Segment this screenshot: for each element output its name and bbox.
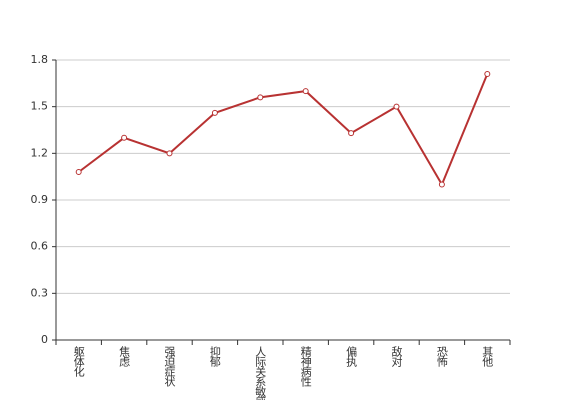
x-tick-label: 躯体化 xyxy=(72,346,85,378)
x-tick-label: 抑郁 xyxy=(208,345,221,367)
point xyxy=(121,134,128,141)
x-tick-label: 精神病性 xyxy=(299,346,312,388)
x-tick-label: 其他 xyxy=(481,346,494,367)
point xyxy=(257,94,264,101)
x-tick-label: 偏执 xyxy=(345,345,358,368)
y-tick-label: 1.8 xyxy=(31,53,49,66)
point xyxy=(438,181,445,188)
x-tick-label: 人际关系敏感 xyxy=(254,346,267,400)
y-tick-label: 0 xyxy=(41,333,48,346)
point xyxy=(348,130,355,137)
point xyxy=(393,103,400,110)
point xyxy=(484,71,491,77)
point xyxy=(302,88,309,95)
point xyxy=(75,169,82,175)
y-tick-label: 0.3 xyxy=(31,286,49,299)
point xyxy=(211,109,218,116)
point xyxy=(166,150,173,157)
x-tick-label: 焦虑 xyxy=(118,346,131,367)
line xyxy=(78,73,489,187)
y-tick-label: 1.2 xyxy=(31,146,49,159)
y-tick-label: 0.9 xyxy=(31,193,49,206)
x-tick-label: 强迫症状 xyxy=(163,346,176,387)
y-tick-label: 1.5 xyxy=(31,100,49,113)
x-tick-label: 恐怖 xyxy=(435,346,448,367)
x-tick-label: 敌对 xyxy=(390,345,403,367)
y-tick-label: 0.6 xyxy=(31,240,49,253)
